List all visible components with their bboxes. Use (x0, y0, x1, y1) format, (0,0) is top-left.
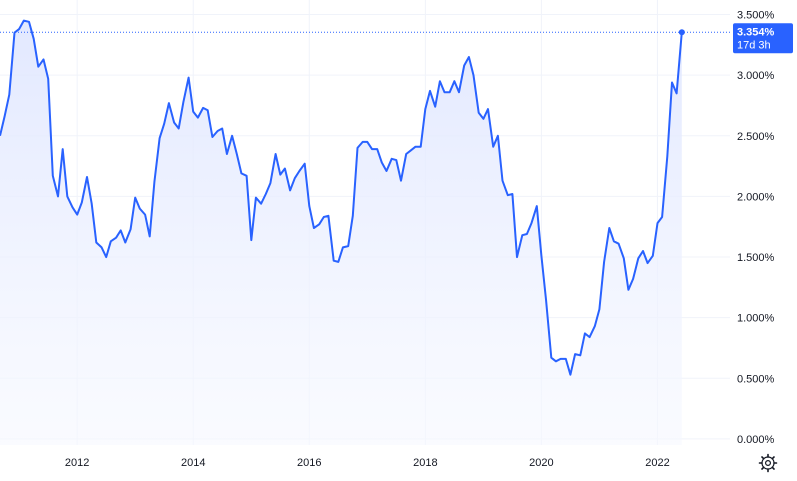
x-tick-label: 2022 (645, 457, 669, 469)
y-tick-label: 2.000% (737, 191, 775, 203)
y-tick-label: 3.000% (737, 70, 775, 82)
y-tick-label: 0.500% (737, 373, 775, 385)
y-tick-label: 0.000% (737, 434, 775, 446)
x-tick-label: 2018 (413, 457, 437, 469)
last-value-badge: 3.354%17d 3h (733, 23, 793, 54)
x-tick-label: 2014 (181, 457, 205, 469)
y-tick-label: 3.500% (737, 10, 775, 22)
x-tick-label: 2016 (297, 457, 321, 469)
last-value-badge-bg (733, 23, 793, 54)
y-tick-label: 2.500% (737, 131, 775, 143)
last-value-countdown: 17d 3h (737, 39, 771, 51)
last-value-point (678, 29, 685, 36)
series-area-fill (0, 20, 682, 445)
x-tick-label: 2012 (65, 457, 89, 469)
last-value-label: 3.354% (737, 26, 775, 38)
x-tick-label: 2020 (529, 457, 553, 469)
settings-gear-icon[interactable] (758, 453, 778, 473)
y-tick-label: 1.500% (737, 252, 775, 264)
y-tick-label: 1.000% (737, 313, 775, 325)
series-line (0, 19, 683, 376)
